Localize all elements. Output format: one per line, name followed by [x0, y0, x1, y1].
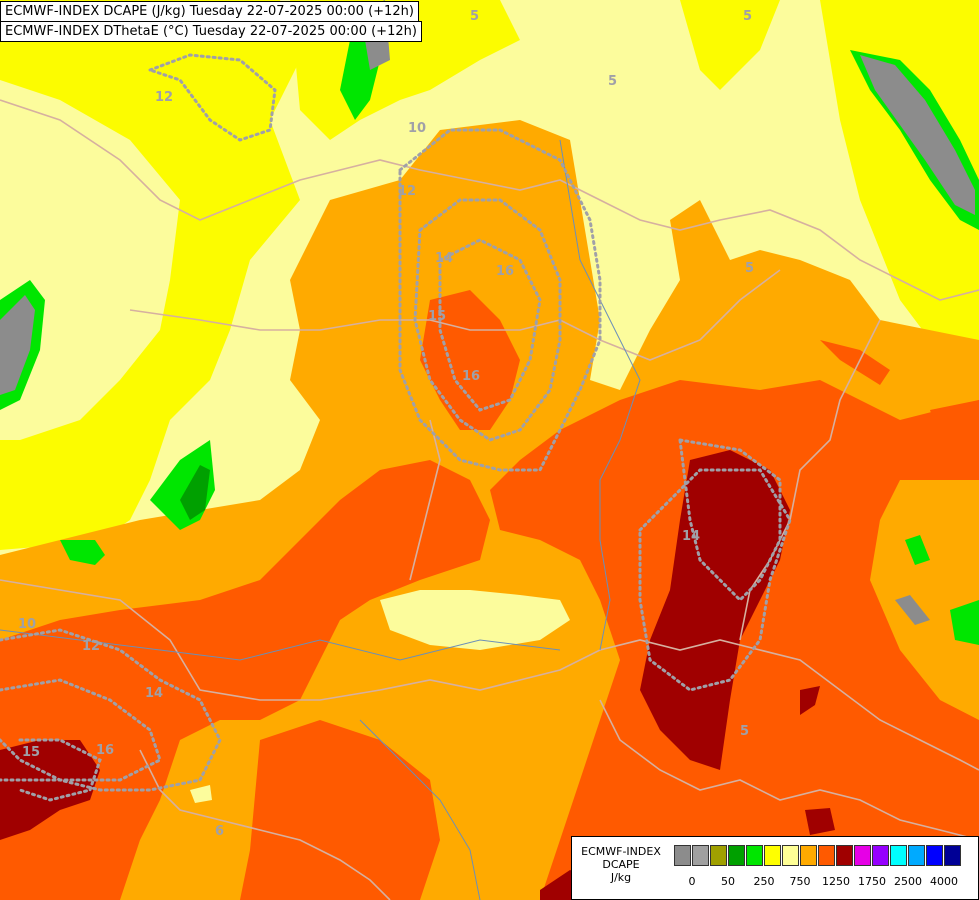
- contour-label: 14: [682, 529, 700, 544]
- legend-tick: 750: [789, 875, 811, 888]
- contour-label: 15: [428, 309, 446, 324]
- legend-swatch: [818, 845, 835, 866]
- legend-swatch: [890, 845, 907, 866]
- dcape-darkred-small-2: [805, 808, 835, 835]
- contour-label: 14: [145, 686, 163, 701]
- contour-label: 5: [740, 724, 749, 739]
- contour-label: 5: [743, 9, 752, 24]
- contour-label: 5: [745, 261, 754, 276]
- legend-tick: 1250: [822, 875, 850, 888]
- contour-label: 12: [398, 184, 416, 199]
- contour-label: 16: [462, 369, 480, 384]
- dcape-green-small: [60, 540, 105, 565]
- contour-label: 5: [470, 9, 479, 24]
- contour-label: 6: [215, 824, 224, 839]
- legend-swatch: [710, 845, 727, 866]
- contour-label: 12: [155, 90, 173, 105]
- contour-label: 14: [435, 251, 453, 266]
- dcape-green-right-low-2: [950, 600, 979, 645]
- legend-ticks: 0 50 250 750 1250 1750 2500 4000: [674, 875, 974, 889]
- legend-tick: 0: [688, 875, 696, 888]
- legend-swatch: [926, 845, 943, 866]
- contour-label: 15: [22, 745, 40, 760]
- legend-swatch: [764, 845, 781, 866]
- dcape-redorange-center: [420, 290, 520, 430]
- dcape-redorange-right-top: [930, 400, 979, 440]
- dcape-grey-right-low: [895, 595, 930, 625]
- legend-swatch: [854, 845, 871, 866]
- legend-swatch: [944, 845, 961, 866]
- dcape-pale-small: [190, 785, 212, 803]
- dcape-green-right-low: [905, 535, 930, 565]
- dcape-yellow-top-right: [680, 0, 780, 90]
- contour-labels: 10 5 12 12 14 16 15 16 14 10 12 14 15 16…: [18, 9, 754, 839]
- legend-swatch: [692, 845, 709, 866]
- legend-title-parameter: DCAPE: [602, 858, 640, 871]
- legend-swatch: [782, 845, 799, 866]
- contour-label: 12: [82, 639, 100, 654]
- dcape-darkred-west: [0, 740, 100, 840]
- legend-swatch: [800, 845, 817, 866]
- color-legend: ECMWF-INDEX DCAPE J/kg 0 50 250 750 1250…: [571, 836, 979, 900]
- contour-label: 5: [608, 74, 617, 89]
- legend-tick: 250: [753, 875, 775, 888]
- dcape-darkred-east: [640, 450, 790, 770]
- legend-swatch: [872, 845, 889, 866]
- contour-label: 10: [18, 617, 36, 632]
- legend-swatches: [674, 845, 962, 866]
- dcape-redorange-south: [240, 720, 440, 900]
- dcape-yellow-right: [820, 0, 979, 360]
- legend-title-source: ECMWF-INDEX: [581, 845, 661, 858]
- dthetae-contours: [0, 53, 792, 802]
- legend-tick: 4000: [930, 875, 958, 888]
- dcape-darkred-small: [800, 686, 820, 715]
- dcape-pale-left: [0, 80, 180, 440]
- contour-label: 10: [408, 121, 426, 136]
- dcape-redorange-right-small: [820, 340, 890, 385]
- dcape-pale-center: [380, 590, 570, 650]
- dcape-darkgreen-mid: [180, 465, 210, 520]
- legend-tick: 50: [721, 875, 735, 888]
- legend-swatch: [908, 845, 925, 866]
- legend-swatch: [746, 845, 763, 866]
- contour-label: 16: [496, 264, 514, 279]
- legend-swatch: [728, 845, 745, 866]
- contour-label: 16: [96, 743, 114, 758]
- legend-unit: J/kg: [610, 871, 632, 884]
- dcape-grey-left: [0, 295, 35, 395]
- legend-tick: 1750: [858, 875, 886, 888]
- country-borders: [0, 99, 979, 900]
- map-title-dcape: ECMWF-INDEX DCAPE (J/kg) Tuesday 22-07-2…: [0, 1, 419, 22]
- legend-swatch: [836, 845, 853, 866]
- legend-swatch: [674, 845, 691, 866]
- legend-tick: 2500: [894, 875, 922, 888]
- dcape-grey-right: [860, 55, 975, 215]
- legend-title: ECMWF-INDEX DCAPE J/kg: [572, 845, 670, 884]
- map-title-dthetae: ECMWF-INDEX DThetaE (°C) Tuesday 22-07-2…: [0, 21, 422, 42]
